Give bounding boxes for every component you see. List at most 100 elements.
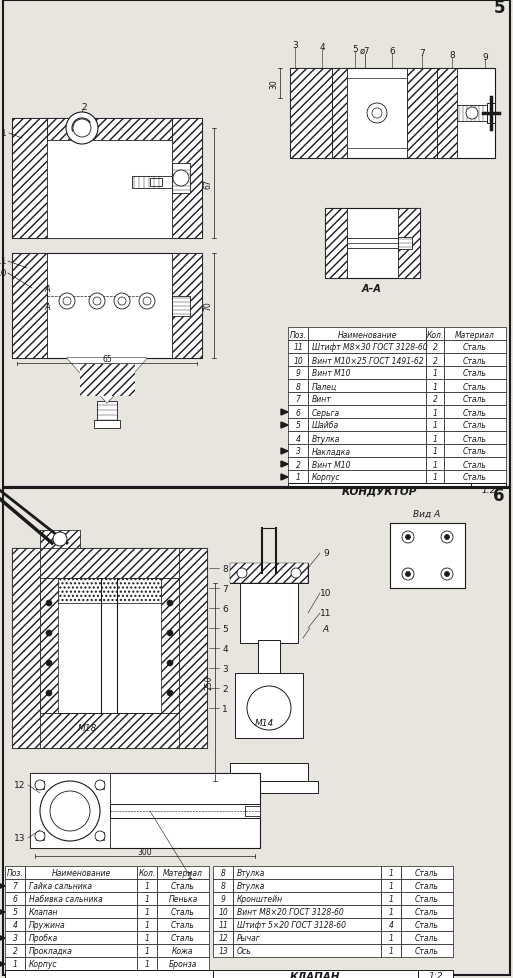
Text: КОНДУКТОР: КОНДУКТОР [341, 485, 417, 496]
Text: Поз.: Поз. [7, 868, 24, 877]
Text: 4: 4 [12, 920, 17, 929]
Text: Материал: Материал [163, 868, 203, 877]
Text: 1: 1 [145, 934, 149, 943]
Text: 2: 2 [432, 395, 438, 404]
Text: 1: 1 [432, 434, 438, 443]
Circle shape [95, 780, 105, 790]
Text: Сталь: Сталь [463, 369, 487, 378]
Circle shape [46, 631, 52, 637]
Bar [12, 253, 202, 359]
Text: 1: 1 [145, 920, 149, 929]
Bar [426, 406, 444, 419]
Text: 11: 11 [293, 343, 303, 352]
Text: Сталь: Сталь [415, 895, 439, 904]
Text: 30: 30 [269, 79, 279, 89]
Text: Палец: Палец [312, 382, 337, 391]
Bar [308, 328, 426, 340]
Text: Кол.: Кол. [139, 868, 155, 877]
Bar [25, 879, 137, 892]
Text: 1: 1 [295, 473, 301, 482]
Text: Сталь: Сталь [415, 868, 439, 877]
Text: 8: 8 [449, 51, 455, 60]
Text: 1: 1 [145, 895, 149, 904]
Bar [444, 379, 506, 392]
Bar [172, 296, 190, 317]
Bar [233, 892, 381, 905]
Text: Сталь: Сталь [463, 447, 487, 456]
Circle shape [50, 791, 90, 831]
Bar [40, 530, 80, 549]
Bar [25, 931, 137, 944]
Text: 2: 2 [81, 103, 87, 111]
Bar [401, 905, 453, 918]
Circle shape [73, 120, 91, 138]
Bar [381, 892, 401, 905]
Text: 250: 250 [205, 675, 213, 689]
Text: 1: 1 [432, 422, 438, 430]
Text: 1: 1 [12, 959, 17, 968]
Text: Рычаг: Рычаг [237, 934, 261, 943]
Bar [288, 431, 308, 445]
Bar [390, 523, 465, 589]
Bar [137, 957, 157, 970]
Text: 7: 7 [12, 881, 17, 891]
Text: Кожа: Кожа [172, 947, 194, 956]
Text: Сталь: Сталь [463, 473, 487, 482]
Bar [347, 239, 398, 248]
Circle shape [95, 831, 105, 841]
Bar [401, 931, 453, 944]
Bar [288, 470, 308, 483]
Bar [12, 119, 47, 239]
Text: 3: 3 [12, 934, 17, 943]
Bar [381, 944, 401, 957]
Bar [213, 931, 233, 944]
Bar [290, 68, 332, 158]
Bar [157, 957, 209, 970]
Text: 12: 12 [218, 934, 228, 943]
Text: 6: 6 [222, 603, 228, 613]
Text: Пенька: Пенька [168, 895, 198, 904]
Bar [5, 892, 25, 905]
Bar [245, 806, 260, 817]
Circle shape [143, 297, 151, 306]
Bar [5, 905, 25, 918]
Bar [437, 68, 457, 158]
Text: Сталь: Сталь [415, 920, 439, 929]
Bar [157, 918, 209, 931]
Text: Сталь: Сталь [415, 947, 439, 956]
Bar [5, 931, 25, 944]
Text: Наименование: Наименование [338, 331, 397, 339]
Circle shape [466, 108, 478, 120]
Text: Поз.: Поз. [290, 331, 306, 339]
Circle shape [46, 660, 52, 666]
Text: 8: 8 [222, 564, 228, 573]
Text: Сталь: Сталь [171, 920, 195, 929]
Bar [40, 530, 80, 549]
Text: 1: 1 [388, 934, 393, 943]
Circle shape [93, 297, 101, 306]
Circle shape [53, 532, 67, 547]
Bar [3, 488, 510, 975]
Bar [233, 867, 381, 879]
Bar [308, 445, 426, 458]
Text: Винт М8×20 ГОСТ 3128-60: Винт М8×20 ГОСТ 3128-60 [237, 908, 344, 916]
Text: 9: 9 [221, 895, 225, 904]
Bar [40, 713, 179, 748]
Polygon shape [281, 422, 288, 428]
Bar [12, 119, 202, 239]
Bar [401, 892, 453, 905]
Bar [471, 483, 506, 497]
Bar [381, 905, 401, 918]
Circle shape [46, 690, 52, 696]
Text: ø7: ø7 [360, 46, 370, 56]
Bar [308, 379, 426, 392]
Bar [157, 905, 209, 918]
Bar [36, 832, 44, 840]
Bar [157, 867, 209, 879]
Polygon shape [0, 910, 5, 915]
Bar [40, 578, 58, 713]
Bar [418, 970, 453, 978]
Bar [137, 867, 157, 879]
Circle shape [402, 568, 414, 580]
Text: Винт: Винт [312, 395, 332, 404]
